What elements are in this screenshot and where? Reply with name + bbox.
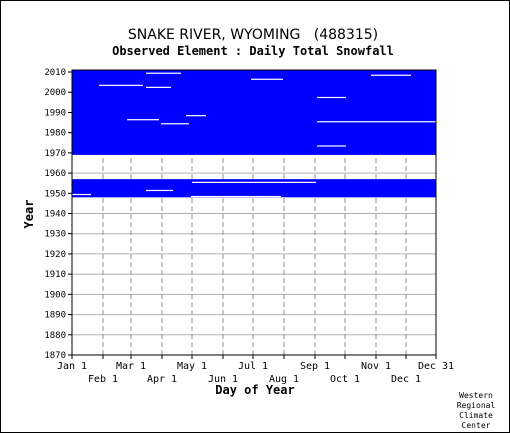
x-tick-label: Dec 31 — [418, 361, 454, 372]
credit-line: Center — [462, 421, 491, 430]
x-tick-label: Aug 1 — [269, 374, 299, 385]
gap-segment — [127, 119, 159, 121]
x-tick-label: Mar 1 — [116, 361, 146, 372]
gap-segment — [317, 145, 346, 147]
x-axis-label: Day of Year — [215, 383, 294, 397]
credit-line: Regional — [457, 401, 496, 410]
x-tick-label: Dec 1 — [391, 374, 421, 385]
credit-line: Climate — [459, 411, 493, 420]
credit-line: Western — [459, 391, 493, 400]
x-tick-label: Feb 1 — [88, 374, 118, 385]
y-tick-label: 2000 — [44, 88, 66, 98]
y-tick-label: 1880 — [44, 331, 66, 341]
x-tick-label: Nov 1 — [361, 361, 391, 372]
x-tick-label: Sep 1 — [300, 361, 330, 372]
gap-segment — [146, 72, 181, 74]
y-tick-label: 1960 — [44, 169, 66, 179]
gap-segment — [72, 193, 91, 196]
x-tick-label: Jun 1 — [208, 374, 238, 385]
gap-segment — [371, 74, 411, 76]
x-tick-label: Jan 1 — [57, 361, 87, 372]
data-block — [72, 179, 436, 198]
chart-title: SNAKE RIVER, WYOMING (488315) — [128, 27, 378, 43]
gap-segment — [146, 189, 173, 192]
x-tick-label: May 1 — [177, 361, 207, 372]
gap-segment — [191, 195, 281, 198]
gap-segment — [192, 181, 316, 183]
y-axis-label: Year — [22, 200, 36, 229]
y-tick-label: 1890 — [44, 311, 66, 321]
gap-segment — [251, 78, 283, 80]
credit-block: Western Regional Climate Center — [457, 391, 496, 430]
plot-area: 2010 2000 1990 1980 1970 1960 1950 1940 1930 1920… — [44, 68, 454, 385]
x-tick-label: Jul 1 — [238, 361, 268, 372]
plot-border — [71, 69, 437, 356]
gap-segment — [317, 96, 346, 99]
y-tick-label: 1920 — [44, 250, 66, 260]
y-tick-label: 1990 — [44, 108, 66, 118]
gap-segment — [99, 84, 143, 86]
y-tick-label: 1900 — [44, 290, 66, 300]
gap-segment — [186, 115, 206, 117]
y-tick-label: 1950 — [44, 189, 66, 199]
y-tick-label: 1870 — [44, 351, 66, 361]
y-tick-label: 1940 — [44, 210, 66, 220]
gap-segment — [161, 123, 189, 125]
chart-subtitle: Observed Element : Daily Total Snowfall — [112, 44, 394, 58]
y-tick-label: 1970 — [44, 149, 66, 159]
y-tick-label: 1910 — [44, 270, 66, 280]
x-tick-label: Oct 1 — [330, 374, 360, 385]
y-tick-label: 2010 — [44, 68, 66, 78]
data-block — [72, 70, 436, 155]
y-tick-label: 1980 — [44, 129, 66, 139]
gap-segment — [146, 86, 171, 88]
x-tick-label: Apr 1 — [147, 374, 177, 385]
gap-segment — [317, 121, 436, 123]
y-tick-label: 1930 — [44, 230, 66, 240]
